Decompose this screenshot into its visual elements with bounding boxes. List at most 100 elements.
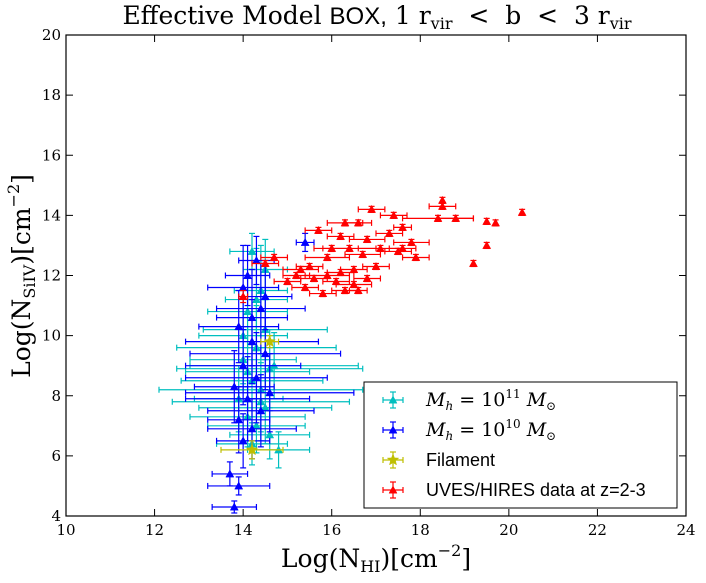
marker-uves — [482, 216, 492, 225]
data-point-mh10 — [184, 353, 355, 433]
y-tick-label: 20 — [42, 26, 61, 44]
data-point-uves — [308, 289, 337, 298]
data-point-mh10 — [238, 235, 275, 286]
data-point-uves — [260, 252, 289, 262]
y-tick-label: 14 — [42, 206, 61, 224]
marker-uves — [362, 234, 372, 243]
data-point-filament — [220, 440, 284, 460]
data-point-uves — [344, 218, 373, 227]
legend-marker-uves — [382, 481, 404, 499]
marker-uves — [411, 252, 421, 261]
chart-title: Effective Model BOX, 1 rvir < b < 3 rvir — [122, 1, 631, 33]
data-point-mh10 — [211, 461, 249, 487]
marker-filament — [263, 334, 277, 348]
y-axis-label: Log(NSiIV)[cm−2] — [4, 174, 39, 378]
marker-uves — [322, 252, 332, 261]
marker-mh11 — [243, 307, 252, 316]
data-point-uves — [357, 204, 386, 213]
marker-mh10 — [234, 415, 244, 424]
plot-marks — [158, 195, 527, 514]
data-point-uves — [517, 207, 527, 216]
y-tick-label: 8 — [51, 387, 61, 405]
marker-uves — [491, 218, 500, 227]
marker-mh10 — [247, 424, 257, 433]
data-point-uves — [401, 252, 430, 262]
marker-uves — [353, 218, 363, 227]
marker-uves — [469, 258, 478, 267]
x-tick-label: 18 — [411, 521, 430, 539]
legend-symbol-mh11 — [388, 395, 398, 404]
marker-mh10 — [247, 313, 257, 322]
data-point-uves — [353, 273, 382, 283]
data-point-uves — [335, 280, 373, 289]
data-point-uves — [282, 270, 311, 280]
data-point-uves — [282, 264, 320, 274]
data-point-uves — [348, 234, 386, 244]
marker-uves — [340, 286, 350, 294]
marker-uves — [336, 231, 345, 240]
marker-mh10 — [243, 270, 252, 279]
data-point-uves — [344, 249, 382, 259]
marker-uves — [371, 261, 381, 270]
data-point-mh10 — [215, 268, 289, 367]
data-point-mh10 — [211, 500, 258, 514]
data-point-mh10 — [207, 374, 315, 448]
y-tick-label: 16 — [42, 146, 61, 164]
data-point-uves — [482, 216, 492, 225]
data-point-mh10 — [207, 476, 271, 496]
axis-ticks: 10 12 14 16 18 20 22 24 4 6 8 10 12 14 16 18 20 — [42, 26, 696, 539]
legend-symbol-filament — [386, 453, 400, 466]
marker-mh10 — [238, 436, 248, 445]
x-tick-label: 20 — [499, 521, 518, 539]
marker-uves — [451, 213, 461, 222]
legend-label-mh11: Mh = 1011 M⊙ — [425, 387, 556, 413]
data-point-uves — [469, 258, 478, 268]
y-tick-label: 12 — [42, 267, 61, 285]
marker-filament — [245, 443, 259, 456]
marker-uves — [353, 286, 363, 294]
legend-label-mh10: Mh = 1010 M⊙ — [425, 417, 556, 443]
data-point-mh10 — [184, 332, 328, 424]
data-point-uves — [304, 225, 333, 235]
marker-mh10 — [238, 361, 248, 370]
data-point-uves — [251, 258, 280, 268]
series-mh10 — [184, 232, 355, 514]
marker-uves — [309, 273, 319, 282]
data-point-uves — [313, 243, 351, 253]
legend-symbol-uves — [388, 485, 398, 494]
data-point-uves — [300, 273, 328, 283]
marker-mh11 — [247, 246, 257, 255]
data-point-uves — [348, 286, 368, 295]
legend-markers — [382, 391, 404, 499]
marker-mh10 — [225, 469, 235, 478]
series-uves — [238, 195, 527, 304]
legend-symbol-mh10 — [388, 425, 398, 434]
x-tick-label: 24 — [676, 521, 695, 539]
marker-uves — [296, 264, 306, 273]
data-point-mh10 — [207, 386, 271, 454]
y-tick-label: 4 — [51, 507, 61, 525]
x-axis-label: Log(NHI)[cm−2] — [281, 541, 471, 576]
data-point-mh10 — [184, 356, 311, 442]
marker-uves — [349, 280, 359, 288]
marker-mh10 — [256, 304, 266, 313]
marker-mh10 — [252, 373, 261, 382]
data-point-uves — [362, 261, 390, 271]
legend: Mh = 1011 M⊙ Mh = 1010 M⊙ Filament UVES/… — [363, 381, 678, 509]
data-point-uves — [273, 276, 302, 286]
data-point-filament — [260, 334, 280, 349]
marker-uves — [300, 283, 310, 291]
marker-mh10 — [256, 406, 266, 415]
legend-box — [363, 381, 678, 509]
marker-uves — [362, 273, 372, 282]
data-point-uves — [291, 283, 320, 292]
marker-uves — [318, 289, 328, 297]
data-point-mh10 — [184, 326, 302, 406]
legend-marker-mh10 — [382, 421, 404, 439]
legend-marker-filament — [382, 451, 404, 469]
series-filament — [220, 334, 284, 460]
marker-uves — [384, 228, 394, 237]
data-point-uves — [304, 252, 351, 262]
marker-uves — [260, 258, 270, 267]
